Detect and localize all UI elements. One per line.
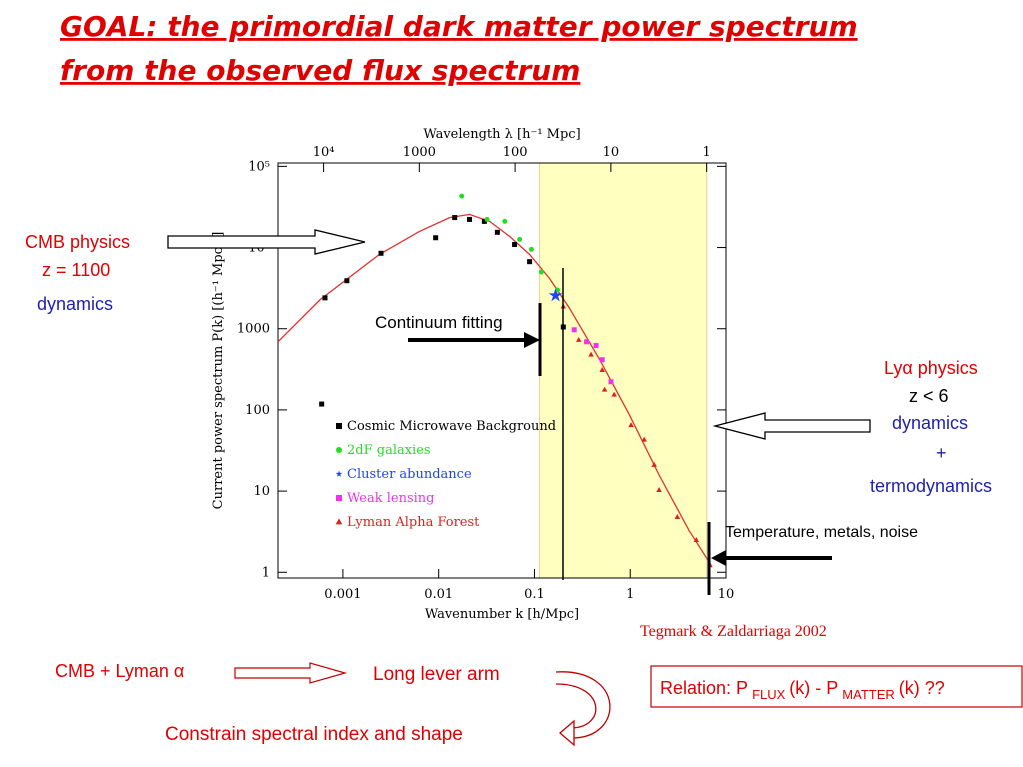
data-point [651, 461, 657, 467]
arrow-head [524, 332, 540, 348]
data-point [378, 250, 384, 256]
data-point [538, 269, 544, 275]
relation-text: (k) ?? [899, 678, 945, 698]
data-point [452, 215, 458, 221]
data-point [588, 351, 594, 357]
annotation: Lyα physics [884, 358, 978, 378]
x2-tick-label: 100 [503, 145, 528, 160]
annotation: Constrain spectral index and shape [165, 724, 463, 745]
x2-axis-label: Wavelength λ [h⁻¹ Mpc] [423, 127, 580, 142]
data-point [512, 242, 518, 248]
slide-title: GOAL: the primordial dark matter power s… [60, 10, 858, 43]
data-point [467, 216, 473, 222]
data-point [641, 436, 647, 442]
data-point [601, 386, 608, 392]
x-tick-label: 10 [718, 587, 735, 602]
x-tick-label: 0.1 [524, 587, 545, 602]
annotation: dynamics [892, 413, 968, 433]
data-point [494, 229, 500, 235]
legend-label: Lyman Alpha Forest [347, 515, 480, 530]
relation-sub: MATTER [842, 687, 894, 702]
relation-sub: FLUX [752, 687, 786, 702]
legend-label: Cluster abundance [347, 467, 472, 482]
data-point [548, 288, 563, 302]
arrow-head [711, 550, 726, 566]
hollow-arrow [712, 412, 871, 440]
annotation: Long lever arm [373, 664, 500, 685]
data-point [484, 216, 490, 222]
data-point [593, 343, 599, 349]
data-point [571, 327, 577, 333]
curved-arrow [555, 671, 611, 739]
y-tick-label: 100 [245, 403, 270, 418]
legend-label: Cosmic Microwave Background [347, 419, 556, 434]
data-point [608, 379, 614, 385]
relation-box [650, 665, 1023, 708]
data-point [674, 513, 681, 519]
relation-text: Relation: P [660, 678, 748, 698]
hollow-arrow [167, 229, 366, 255]
annotation: Temperature, metals, noise [725, 524, 918, 541]
data-point [459, 193, 465, 199]
x-tick-label: 1 [626, 587, 634, 602]
data-point [599, 367, 605, 373]
data-point [611, 391, 617, 397]
x2-tick-label: 1 [703, 145, 711, 160]
data-point [528, 246, 534, 252]
y-tick-label: 10 [253, 484, 270, 499]
x-axis-label: Wavenumber k [h/Mpc] [425, 607, 579, 622]
chart: 0.0010.010.1110110100100010⁴10⁵10⁴100010… [211, 127, 734, 622]
annotation: + [936, 443, 947, 463]
x2-tick-label: 10⁴ [313, 145, 335, 160]
data-point [527, 259, 533, 265]
legend-label: Weak lensing [347, 491, 435, 506]
data-point [693, 536, 700, 542]
y-tick-label: 1000 [237, 322, 270, 337]
annotation: z = 1100 [42, 260, 110, 280]
annotation: CMB physics [25, 232, 130, 252]
citation: Tegmark & Zaldarriaga 2002 [640, 623, 827, 640]
x2-tick-label: 1000 [403, 145, 436, 160]
arrow-head [559, 719, 575, 747]
y-tick-label: 10⁵ [248, 159, 270, 174]
relation-text: (k) - P [789, 678, 838, 698]
annotation: dynamics [37, 294, 113, 314]
data-point [502, 218, 508, 224]
data-point [584, 339, 590, 345]
legend-label: 2dF galaxies [347, 443, 431, 458]
relation: Relation: P FLUX (k) - P MATTER (k) ?? [660, 678, 945, 702]
data-point [433, 235, 439, 241]
x-tick-label: 0.01 [424, 587, 453, 602]
fit-curve [277, 213, 712, 566]
legend-marker [335, 518, 343, 525]
data-point [599, 357, 605, 363]
annotation: termodynamics [870, 476, 992, 496]
data-point [322, 295, 328, 301]
legend-marker [336, 495, 342, 501]
annotation: z < 6 [909, 386, 949, 406]
hollow-arrow [234, 662, 348, 684]
slide-title: from the observed flux spectrum [60, 54, 580, 87]
annotation: CMB + Lyman α [55, 661, 184, 681]
data-point [517, 236, 523, 242]
y-axis-label: Current power spectrum P(k) [(h⁻¹ Mpc)³] [211, 232, 226, 510]
x2-tick-label: 10 [603, 145, 620, 160]
data-point [628, 422, 634, 428]
data-point [319, 401, 325, 407]
y-tick-label: 1 [262, 565, 270, 580]
x-tick-label: 0.001 [324, 587, 361, 602]
annotation: Continuum fitting [375, 313, 503, 332]
data-point [575, 336, 582, 342]
plot-frame [277, 162, 727, 579]
data-point [344, 278, 350, 284]
data-point [481, 218, 487, 224]
shaded-region [539, 162, 708, 579]
legend-marker [336, 423, 342, 429]
legend-marker [335, 470, 343, 477]
legend-marker [336, 447, 342, 453]
data-point [656, 487, 662, 493]
